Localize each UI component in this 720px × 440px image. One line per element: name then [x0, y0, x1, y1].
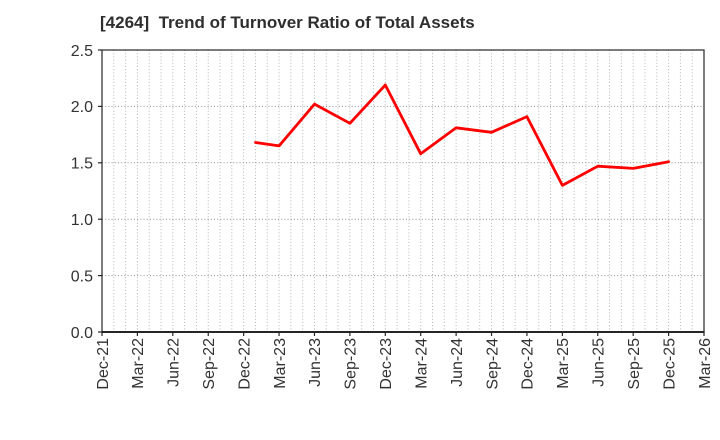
y-tick-label: 1.5 — [71, 156, 93, 173]
x-tick-label: Mar-22 — [130, 338, 147, 389]
x-tick-label: Sep-23 — [343, 338, 360, 390]
y-tick-label: 1.0 — [71, 212, 93, 229]
x-tick-label: Mar-26 — [697, 338, 714, 389]
y-tick-label: 2.0 — [71, 99, 93, 116]
x-tick-label: Sep-25 — [626, 338, 643, 390]
x-tick-label: Dec-21 — [95, 338, 112, 390]
y-tick-label: 0.5 — [71, 268, 93, 285]
x-tick-label: Jun-25 — [591, 338, 608, 387]
x-tick-label: Dec-22 — [236, 338, 253, 390]
y-tick-label: 2.5 — [71, 43, 93, 60]
x-tick-label: Dec-24 — [520, 338, 537, 390]
x-tick-label: Jun-23 — [307, 338, 324, 387]
x-tick-label: Sep-22 — [201, 338, 218, 390]
x-tick-label: Mar-24 — [413, 338, 430, 389]
x-tick-label: Dec-23 — [378, 338, 395, 390]
x-tick-label: Mar-23 — [272, 338, 289, 389]
data-line-turnover-ratio-of-total-assets — [254, 83, 670, 187]
chart-title: [4264] Trend of Turnover Ratio of Total … — [100, 13, 475, 32]
x-tick-label: Dec-25 — [661, 338, 678, 390]
x-tick-label: Jun-24 — [449, 338, 466, 387]
plot-frame — [101, 49, 705, 333]
x-tick-label: Mar-25 — [555, 338, 572, 389]
x-tick-label: Jun-22 — [166, 338, 183, 387]
x-tick-label: Sep-24 — [484, 338, 501, 390]
y-tick-label: 0.0 — [71, 325, 93, 342]
